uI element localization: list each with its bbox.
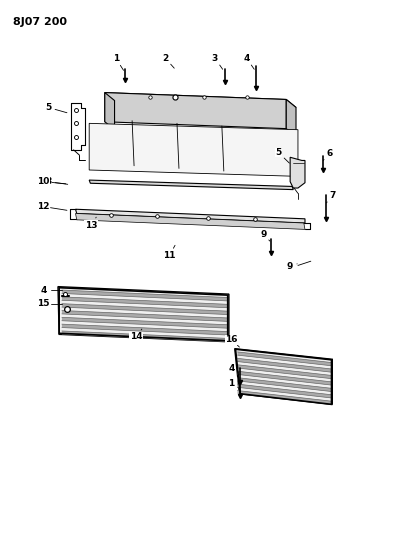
Polygon shape <box>62 331 227 342</box>
Text: 11: 11 <box>163 252 175 261</box>
Polygon shape <box>237 352 331 366</box>
Polygon shape <box>62 304 227 314</box>
Polygon shape <box>237 384 331 398</box>
Polygon shape <box>105 93 286 128</box>
Text: 1: 1 <box>228 378 235 387</box>
Polygon shape <box>62 290 227 301</box>
Polygon shape <box>235 349 332 405</box>
Text: 15: 15 <box>37 299 50 308</box>
Text: 14: 14 <box>130 332 142 341</box>
Polygon shape <box>62 324 227 335</box>
Text: 6: 6 <box>326 149 332 158</box>
Polygon shape <box>237 378 331 391</box>
Text: 13: 13 <box>85 221 97 230</box>
Polygon shape <box>286 100 296 136</box>
Text: 16: 16 <box>225 335 238 344</box>
Text: 10: 10 <box>37 177 50 186</box>
Text: 1: 1 <box>113 54 119 62</box>
Polygon shape <box>75 214 305 229</box>
Text: 8: 8 <box>45 177 51 186</box>
Polygon shape <box>62 317 227 328</box>
Polygon shape <box>89 123 298 176</box>
Polygon shape <box>105 93 296 108</box>
Text: 12: 12 <box>37 202 50 211</box>
Text: 8J07 200: 8J07 200 <box>13 17 67 27</box>
Polygon shape <box>75 209 305 223</box>
Polygon shape <box>89 180 293 190</box>
Text: 4: 4 <box>40 286 47 295</box>
Text: 9: 9 <box>287 262 293 271</box>
Polygon shape <box>237 371 331 385</box>
Text: 7: 7 <box>329 191 336 200</box>
Polygon shape <box>237 391 331 405</box>
Polygon shape <box>58 287 229 342</box>
Text: 2: 2 <box>162 54 169 62</box>
Polygon shape <box>105 93 114 130</box>
Text: 9: 9 <box>260 230 266 239</box>
Polygon shape <box>237 358 331 372</box>
Text: 4: 4 <box>228 364 235 373</box>
Polygon shape <box>237 365 331 378</box>
Text: 5: 5 <box>45 103 51 112</box>
Polygon shape <box>62 311 227 321</box>
Text: 3: 3 <box>212 54 218 62</box>
Polygon shape <box>290 157 305 188</box>
Text: 5: 5 <box>275 148 281 157</box>
Text: 4: 4 <box>243 54 250 62</box>
Polygon shape <box>62 297 227 308</box>
